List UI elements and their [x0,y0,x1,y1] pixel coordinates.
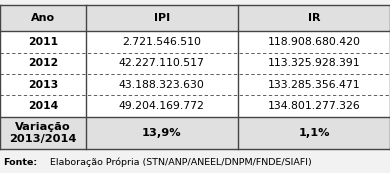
Bar [0,74,390,95]
Text: Elaboração Própria (STN/ANP/ANEEL/DNPM/FNDE/SIAFI): Elaboração Própria (STN/ANP/ANEEL/DNPM/F… [47,158,312,167]
Text: 2012: 2012 [28,58,58,68]
Text: IR: IR [308,13,320,23]
Text: Ano: Ano [31,13,55,23]
Text: 133.285.356.471: 133.285.356.471 [268,80,360,90]
Text: 118.908.680.420: 118.908.680.420 [268,37,360,47]
Text: 134.801.277.326: 134.801.277.326 [268,101,360,111]
Text: 2013: 2013 [28,80,58,90]
Bar [0,117,390,149]
Text: 49.204.169.772: 49.204.169.772 [119,101,205,111]
Bar [0,5,390,31]
Text: 42.227.110.517: 42.227.110.517 [119,58,205,68]
Text: 2.721.546.510: 2.721.546.510 [122,37,201,47]
Text: Variação
2013/2014: Variação 2013/2014 [9,122,76,144]
Text: 43.188.323.630: 43.188.323.630 [119,80,205,90]
Text: 13,9%: 13,9% [142,128,182,138]
Bar [0,53,390,74]
Text: 2014: 2014 [28,101,58,111]
Text: 113.325.928.391: 113.325.928.391 [268,58,360,68]
Text: 1,1%: 1,1% [298,128,330,138]
Bar [0,31,390,53]
Text: IPI: IPI [154,13,170,23]
Bar [0,95,390,117]
Text: Fonte:: Fonte: [3,158,37,167]
Text: 2011: 2011 [28,37,58,47]
